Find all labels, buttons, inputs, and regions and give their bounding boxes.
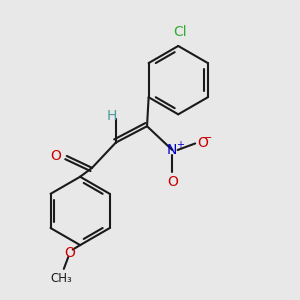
Text: −: − (202, 133, 212, 143)
Text: H: H (106, 109, 116, 123)
Text: +: + (176, 140, 184, 150)
Text: N: N (167, 143, 178, 157)
Text: CH₃: CH₃ (50, 272, 72, 285)
Text: O: O (198, 136, 208, 150)
Text: O: O (51, 149, 62, 163)
Text: O: O (167, 175, 178, 189)
Text: Cl: Cl (173, 26, 187, 39)
Text: O: O (64, 245, 75, 260)
